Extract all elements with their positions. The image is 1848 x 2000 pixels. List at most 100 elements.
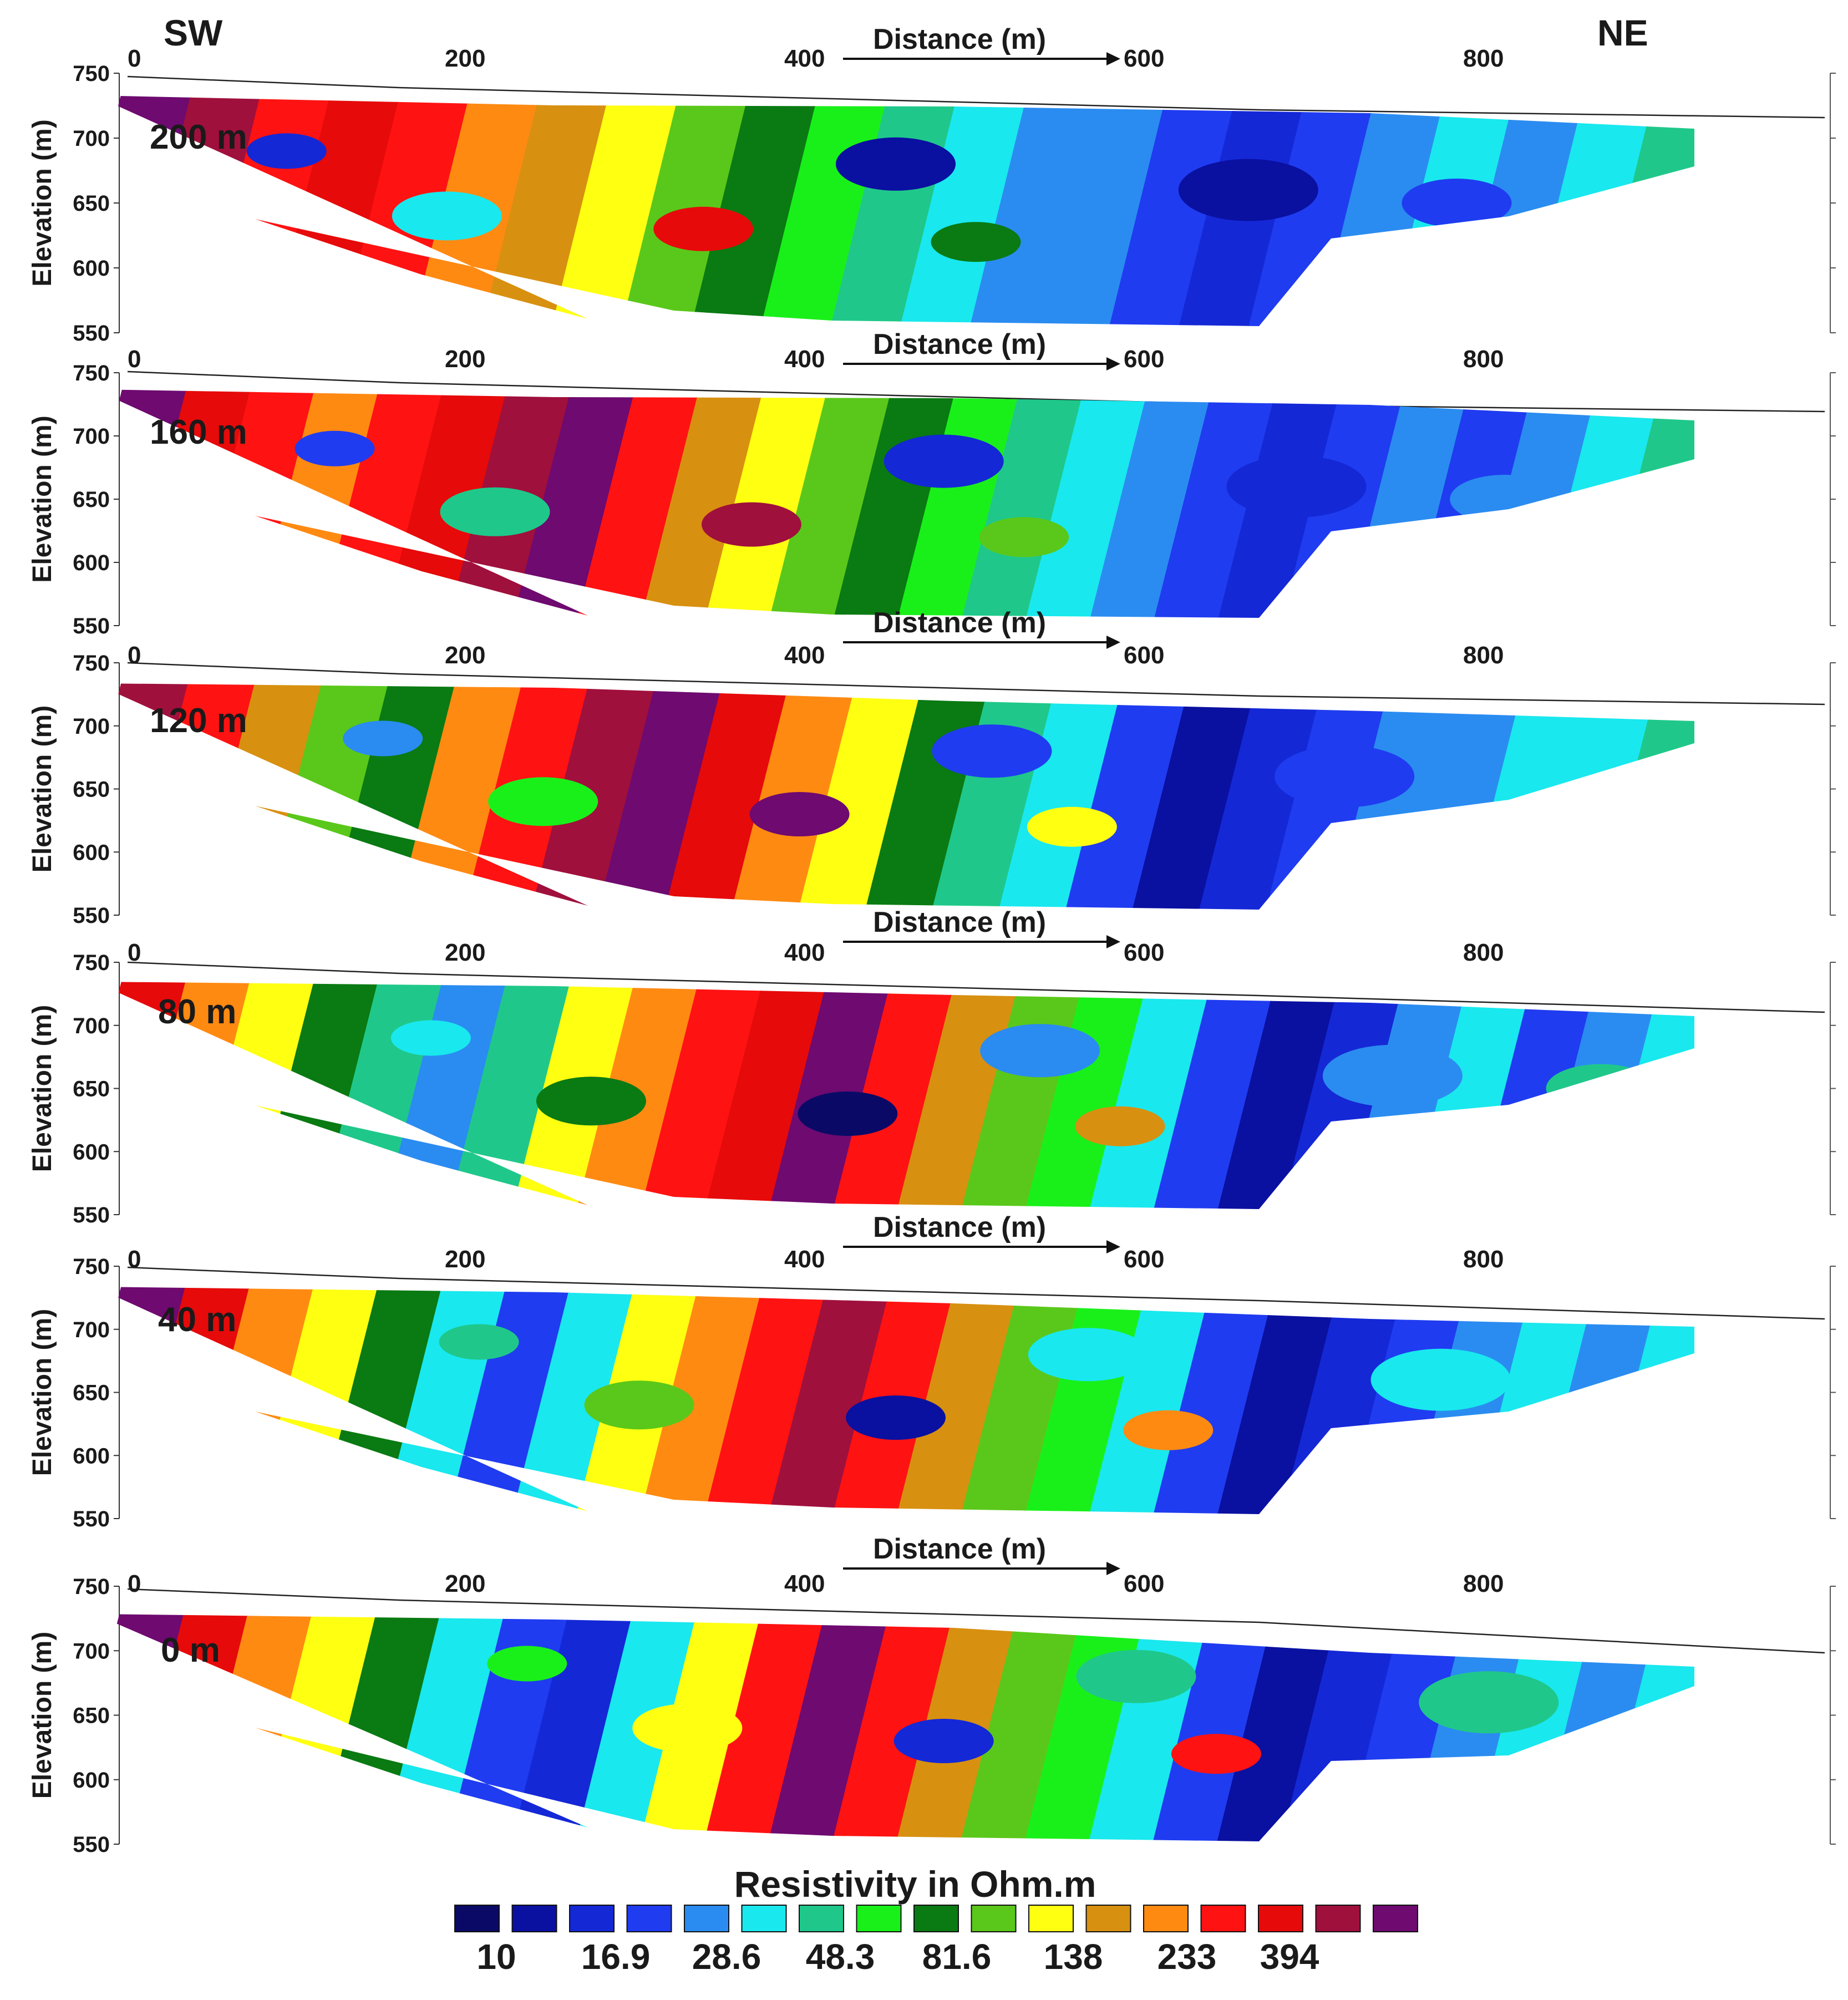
distance-arrowhead <box>1106 636 1120 649</box>
resistivity-band <box>766 982 898 1209</box>
y-axis-label: Elevation (m) <box>28 1309 57 1476</box>
y-tick-label: 550 <box>73 1507 110 1531</box>
x-tick-label: 600 <box>1124 1570 1164 1597</box>
x-tick-label: 400 <box>784 346 825 373</box>
resistivity-anomaly <box>390 1020 471 1056</box>
orientation-left: SW <box>164 12 223 53</box>
resistivity-band <box>1023 982 1155 1209</box>
resistivity-band <box>1215 982 1347 1209</box>
resistivity-band <box>595 683 730 910</box>
topography-line <box>127 961 1825 1013</box>
resistivity-anomaly <box>701 502 801 547</box>
resistivity-anomaly <box>1027 806 1117 847</box>
legend-swatch <box>569 1905 615 1932</box>
legend-label: 394 <box>1260 1937 1319 1977</box>
resistivity-anomaly <box>295 430 375 466</box>
legend-swatch <box>1143 1905 1189 1932</box>
resistivity-anomaly <box>440 487 550 536</box>
resistivity-band <box>1087 1614 1219 1841</box>
x-tick-label: 800 <box>1463 642 1504 669</box>
legend-label: 16.9 <box>581 1937 651 1977</box>
resistivity-band <box>894 1614 1027 1841</box>
legend-swatch <box>913 1905 959 1932</box>
x-tick-label: 400 <box>784 939 825 966</box>
resistivity-band <box>1600 389 1694 618</box>
resistivity-band <box>967 95 1105 326</box>
y-axis-label: Elevation (m) <box>28 1632 57 1799</box>
resistivity-section-p40 <box>94 1287 1694 1514</box>
panel-label-p40: 40 m <box>158 1301 236 1339</box>
y-tick-label: 700 <box>73 126 110 151</box>
y-tick-label: 650 <box>73 1381 110 1405</box>
resistivity-band <box>1597 683 1694 910</box>
distance-arrowhead <box>1106 52 1120 65</box>
panel-label-p120: 120 m <box>150 702 247 740</box>
resistivity-anomaly <box>931 222 1021 262</box>
legend-swatch <box>856 1905 902 1932</box>
panel-label-p80: 80 m <box>158 993 236 1031</box>
y-tick-label: 750 <box>73 651 110 676</box>
legend-label: 138 <box>1044 1937 1103 1977</box>
resistivity-band <box>766 389 898 618</box>
resistivity-section-p200 <box>94 95 1694 326</box>
resistivity-band <box>894 389 1027 618</box>
resistivity-anomaly <box>246 133 327 169</box>
resistivity-band <box>445 1287 578 1514</box>
resistivity-band <box>1246 95 1383 326</box>
x-tick-label: 0 <box>128 346 141 373</box>
legend-swatch <box>511 1905 557 1932</box>
resistivity-anomaly <box>1275 745 1415 808</box>
resistivity-anomaly <box>1075 1106 1165 1146</box>
x-tick-label: 400 <box>784 45 825 72</box>
resistivity-band <box>929 683 1064 910</box>
resistivity-band <box>897 95 1035 326</box>
x-axis-label: Distance (m) <box>873 906 1046 938</box>
x-tick-label: 200 <box>445 1246 485 1273</box>
resistivity-band <box>1087 1287 1219 1514</box>
resistivity-anomaly <box>1546 1064 1656 1113</box>
x-tick-label: 0 <box>128 1570 141 1597</box>
resistivity-band <box>1151 389 1283 618</box>
y-tick-label: 700 <box>73 1639 110 1663</box>
resistivity-band <box>549 95 687 326</box>
topography-line <box>127 1588 1825 1654</box>
resistivity-band <box>510 1614 642 1841</box>
x-tick-label: 600 <box>1124 642 1164 669</box>
resistivity-band <box>1023 1287 1155 1514</box>
resistivity-band <box>958 389 1090 618</box>
resistivity-band <box>1087 389 1219 618</box>
resistivity-anomaly <box>653 206 754 251</box>
y-tick-label: 550 <box>73 1203 110 1227</box>
y-tick-label: 650 <box>73 488 110 512</box>
resistivity-band <box>528 683 663 910</box>
x-tick-label: 600 <box>1124 939 1164 966</box>
resistivity-band <box>1106 95 1244 326</box>
distance-arrowhead <box>1106 1240 1120 1253</box>
resistivity-band <box>830 1614 962 1841</box>
resistivity-band <box>766 1287 898 1514</box>
resistivity-anomaly <box>979 517 1069 557</box>
y-axis-label: Elevation (m) <box>28 415 57 582</box>
y-tick-label: 600 <box>73 256 110 281</box>
y-tick-label: 650 <box>73 191 110 216</box>
y-axis-label: Elevation (m) <box>28 705 57 872</box>
resistivity-band <box>688 95 826 326</box>
resistivity-band <box>1151 1287 1283 1514</box>
resistivity-anomaly <box>798 1092 898 1136</box>
resistivity-anomaly <box>1402 179 1512 227</box>
resistivity-band <box>1196 683 1331 910</box>
resistivity-anomaly <box>1497 764 1608 814</box>
resistivity-band <box>382 982 514 1209</box>
resistivity-band <box>827 95 965 326</box>
resistivity-band <box>958 982 1090 1209</box>
resistivity-band <box>1530 683 1665 910</box>
legend-swatch <box>1315 1905 1361 1932</box>
resistivity-anomaly <box>749 792 850 836</box>
resistivity-band <box>830 982 962 1209</box>
resistivity-band <box>702 389 834 618</box>
topography-line <box>127 1266 1825 1320</box>
resistivity-band <box>638 982 770 1209</box>
y-axis-label: Elevation (m) <box>28 119 57 286</box>
y-axis-label: Elevation (m) <box>28 1005 57 1172</box>
